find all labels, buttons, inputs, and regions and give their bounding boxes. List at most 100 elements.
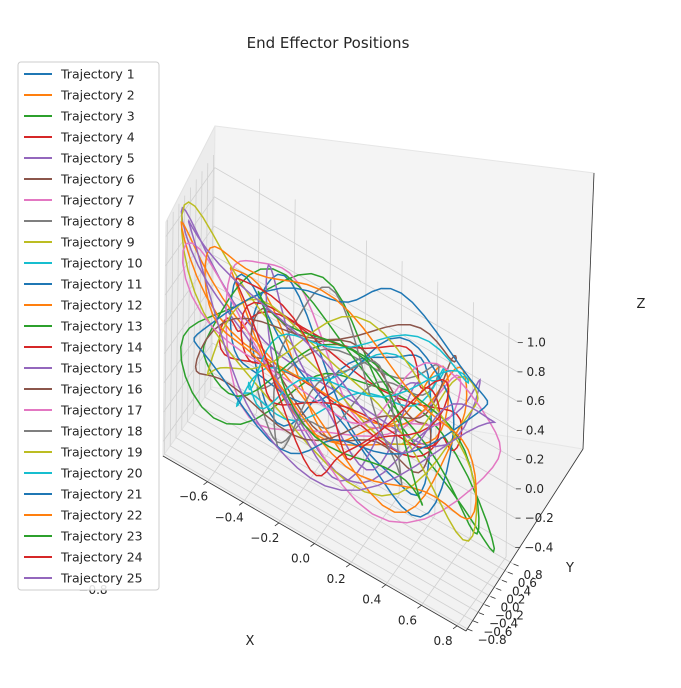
y-tick-label: 0.4 [512, 584, 531, 598]
legend-label: Trajectory 10 [60, 256, 143, 271]
trajectory-line [193, 287, 489, 455]
z-tick-label: 0.6 [526, 394, 545, 408]
y-tick-label: 0.0 [501, 601, 520, 615]
x-grid-line [207, 178, 260, 482]
z-tick-label: 0.0 [525, 482, 544, 496]
x-tick-mark [452, 625, 458, 630]
z-axis-line [582, 172, 595, 450]
legend-label: Trajectory 17 [60, 403, 143, 418]
x-tick-label: 0.6 [398, 613, 417, 627]
z-tick-label: 1.0 [527, 336, 546, 350]
y-tick-label: 0.8 [524, 568, 543, 582]
y-tick-label: −0.2 [495, 609, 524, 623]
trajectory-line [225, 259, 462, 438]
legend-label: Trajectory 23 [60, 529, 143, 544]
y-tick-mark [490, 596, 496, 599]
trajectory-line [235, 277, 450, 477]
trajectory-line [182, 242, 502, 524]
z-tick-label: −0.4 [524, 540, 553, 554]
legend-label: Trajectory 16 [60, 382, 143, 397]
y-tick-label: 0.2 [506, 592, 525, 606]
y-tick-label: 0.6 [518, 576, 537, 590]
legend-label: Trajectory 21 [60, 487, 143, 502]
x-tick-mark [310, 543, 315, 547]
x-tick-mark [417, 604, 422, 609]
trajectory-lines [180, 201, 502, 554]
x-grid-line [456, 322, 510, 627]
legend-label: Trajectory 5 [60, 151, 135, 166]
z-grid-line [163, 342, 516, 519]
y-tick-mark [478, 612, 485, 616]
y-tick-mark [507, 571, 513, 575]
trajectory-line [204, 245, 477, 520]
x-axis-label: X [246, 634, 255, 649]
trajectory-line [218, 310, 463, 458]
y-tick-label: −0.6 [483, 625, 512, 639]
legend-label: Trajectory 24 [60, 550, 143, 565]
x-tick-mark [345, 563, 351, 568]
legend-label: Trajectory 4 [60, 130, 135, 145]
trajectory-line [180, 201, 479, 497]
x-tick-label: −0.2 [250, 531, 279, 545]
z-tick-label: 0.8 [526, 365, 545, 379]
legend-frame [17, 61, 160, 591]
x-tick-mark [238, 502, 244, 506]
trajectory-line [257, 290, 424, 506]
legend-label: Trajectory 18 [60, 424, 143, 439]
x-tick-label: 0.4 [362, 593, 381, 607]
legend-label: Trajectory 1 [60, 67, 135, 82]
legend-label: Trajectory 3 [60, 109, 135, 124]
z-grid-line [164, 225, 518, 402]
legend-label: Trajectory 11 [60, 277, 143, 292]
trajectory-line [256, 348, 440, 444]
z-tick-label: 0.2 [525, 453, 544, 467]
trajectory-line [247, 333, 470, 410]
y-grid-line [204, 163, 508, 573]
y-grid-line [164, 219, 468, 630]
legend-label: Trajectory 8 [60, 214, 135, 229]
x-grid-line [314, 240, 367, 544]
y-tick-mark [501, 579, 508, 583]
legend-label: Trajectory 25 [60, 571, 143, 586]
y-axis-line [465, 448, 584, 632]
legend-label: Trajectory 13 [60, 319, 143, 334]
legend-label: Trajectory 15 [60, 361, 143, 376]
z-grid-line [164, 254, 517, 431]
y-tick-mark [484, 604, 490, 607]
x-grid-line [278, 219, 332, 524]
legend-label: Trajectory 22 [60, 508, 143, 523]
x-tick-mark [203, 481, 208, 486]
legend-label: Trajectory 7 [60, 193, 135, 208]
chart-title: End Effector Positions [247, 34, 410, 52]
trajectory-line [206, 298, 478, 542]
y-axis-label: Y [565, 561, 574, 576]
y-tick-mark [473, 620, 479, 624]
y-tick-label: −0.8 [477, 633, 506, 647]
x-grid-line [385, 281, 439, 585]
z-tick-label: 0.4 [526, 423, 545, 437]
legend-label: Trajectory 12 [60, 298, 143, 313]
x-tick-mark [274, 522, 280, 527]
y-tick-mark [513, 563, 519, 567]
x-tick-label: 0.2 [327, 572, 346, 586]
z-grid-line [165, 196, 518, 373]
y-grid-line [169, 211, 474, 622]
legend-label: Trajectory 20 [60, 466, 143, 481]
y-tick-mark [467, 628, 473, 632]
legend-label: Trajectory 2 [60, 88, 135, 103]
z-axis-label: Z [637, 297, 646, 312]
x-tick-mark [381, 584, 387, 588]
x-tick-label: 0.0 [291, 552, 310, 566]
x-tick-label: 0.8 [434, 634, 453, 648]
x-grid-line [421, 302, 474, 606]
y-grid-line [187, 187, 491, 597]
legend-label: Trajectory 6 [60, 172, 135, 187]
trajectory-line [187, 219, 497, 491]
y-grid-line [175, 203, 480, 614]
y-tick-mark [496, 588, 502, 591]
legend-label: Trajectory 14 [60, 340, 143, 355]
x-grid-line [349, 261, 403, 565]
x-tick-label: −0.6 [179, 490, 208, 504]
z-tick-label: −0.2 [525, 511, 554, 525]
